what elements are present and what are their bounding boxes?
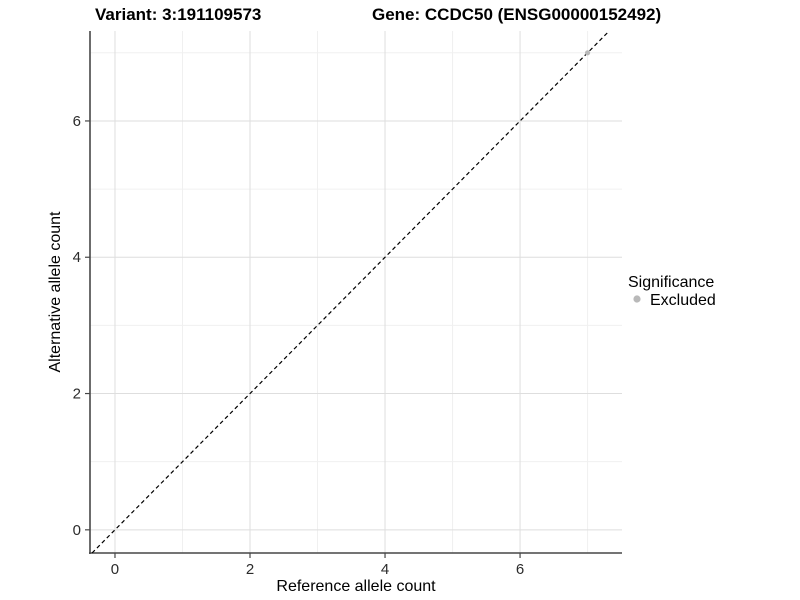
y-tick-label: 0: [73, 522, 81, 539]
legend-label-excluded: Excluded: [650, 292, 716, 309]
x-tick-label: 4: [381, 561, 389, 578]
y-tick-label: 4: [73, 249, 81, 266]
y-tick-label: 6: [73, 113, 81, 130]
data-point-excluded: [584, 50, 591, 56]
gene-title: Gene: CCDC50 (ENSG00000152492): [372, 5, 661, 24]
x-tick-label: 0: [111, 561, 119, 578]
data-points: [584, 50, 591, 56]
x-axis-title: Reference allele count: [276, 578, 436, 595]
dashed-identity-line: [91, 30, 610, 554]
axis-ticks: [85, 120, 521, 558]
legend-key-dot-excluded-icon: [633, 295, 641, 303]
x-tick-label: 2: [246, 561, 254, 578]
y-tick-label: 2: [73, 386, 81, 403]
y-axis-title: Alternative allele count: [47, 211, 64, 373]
x-tick-label: 6: [516, 561, 524, 578]
identity-reference-line: [91, 30, 610, 554]
gridlines: [90, 31, 622, 553]
legend: Significance Excluded: [628, 274, 716, 309]
legend-title: Significance: [628, 274, 714, 291]
variant-title: Variant: 3:191109573: [95, 5, 261, 24]
axis-tick-labels: 0 2 4 6 0 2 4 6: [73, 113, 525, 578]
axis-lines: [89, 31, 622, 554]
